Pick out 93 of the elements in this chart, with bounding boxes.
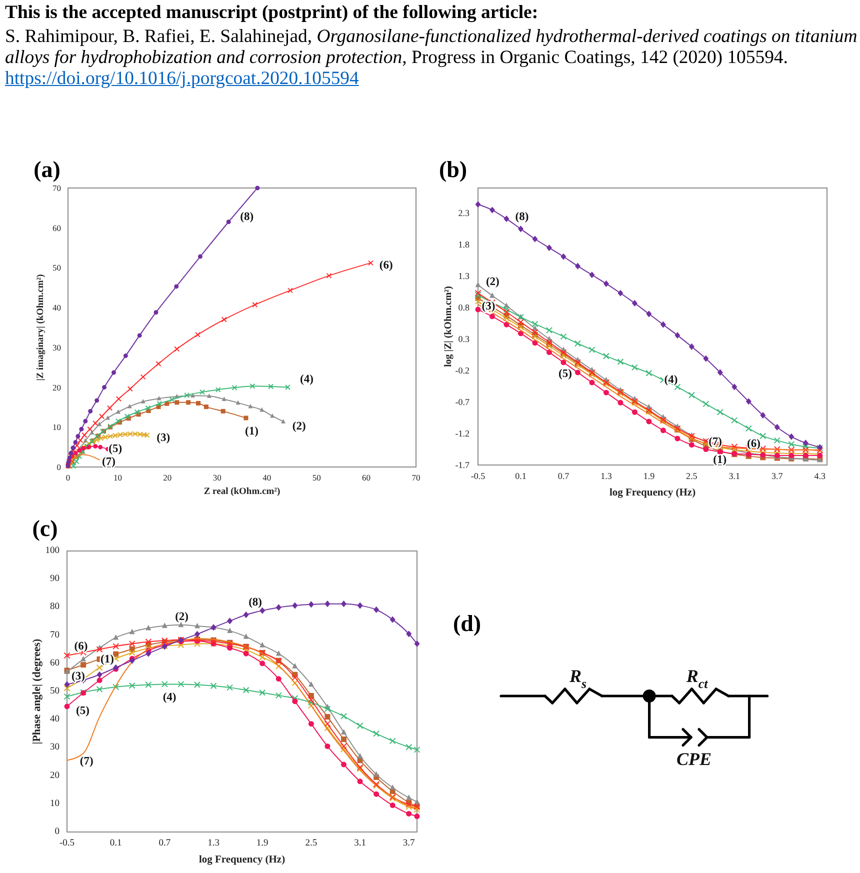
y-tick-label: 40 [52,302,61,313]
x-tick-label: 1.3 [600,471,612,481]
y-tick-label: 20 [50,770,60,781]
series-label: (8) [240,211,254,224]
x-tick-label: 2.5 [686,471,698,481]
text: R$_{s}$ [568,666,587,691]
x-tick-label: 1.9 [256,838,269,848]
y-tick-label: 2.3 [458,208,470,218]
series-label: (4) [664,374,678,386]
text: This is the accepted manuscript (postprint) of the following article: [5,2,538,23]
x-tick-label: 0.7 [558,471,570,481]
y-tick-label: 30 [50,742,60,753]
y-tick-label: 10 [50,798,60,809]
series-label: (6) [747,438,761,450]
series-label: (2) [292,420,306,432]
y-tick-label: 60 [52,222,61,233]
text: , Progress in Organic Coatings, 142 (2020) 105594. [402,47,788,68]
x-tick-label: 0 [66,472,70,482]
y-tick-label: -0.2 [455,366,470,376]
series-label: (5) [76,704,90,717]
x-tick-label: 3.1 [728,471,740,481]
series-label: (2) [486,276,500,288]
text: R$_{ct}$ [685,666,708,691]
series-label: (5) [108,442,122,455]
x-tick-label: 2.5 [305,838,318,848]
x-tick-label: 1.3 [208,838,220,848]
text: https://doi.org/10.1016/j.porgcoat.2020.105594 [5,68,359,89]
y-tick-label: 50 [50,686,60,696]
x-tick-label: 3.7 [402,838,416,848]
series-label: (7) [80,755,94,768]
series-label: (4) [300,374,314,386]
x-tick-label: -0.5 [470,471,486,481]
x-tick-label: 30 [212,472,222,482]
series-label: (1) [245,425,259,438]
y-tick-label: 0 [54,827,60,837]
y-tick-label: 100 [45,546,60,556]
text: (d) [452,611,482,636]
series-label: (8) [248,596,262,609]
x-tick-label: 1.9 [643,471,656,481]
text: alloys for hydrophobization and corrosion protection [5,47,402,68]
y-tick-label: 30 [52,342,61,352]
y-tick-label: -1.7 [455,460,470,470]
series-label: (4) [162,691,176,704]
y-tick-label: -1.2 [455,428,470,439]
y-tick-label: 60 [50,658,60,668]
y-tick-label: 0.8 [458,302,470,313]
text: CPE [676,749,712,769]
series-label: (3) [156,432,170,444]
x-axis-title: log Frequency (Hz) [198,854,286,865]
y-tick-label: 80 [50,602,60,612]
chart-title: (c) [32,516,58,541]
x-axis-title: log Frequency (Hz) [609,486,696,498]
text: Organosilane-functionalized hydrothermal-derived coatings on titanium [316,26,858,47]
y-tick-label: 70 [52,183,61,193]
series-label: (8) [515,211,529,224]
y-tick-label: 50 [52,262,61,273]
y-tick-label: 0 [56,462,61,472]
x-tick-label: 50 [312,472,321,482]
x-tick-label: 20 [163,472,172,482]
series-label: (5) [558,368,572,380]
y-axis-title: |Z imaginary| (kOhm.cm²) [36,274,46,381]
y-axis-title: log |Z| (kOhm.cm²) [442,286,454,368]
x-tick-label: -0.5 [59,838,75,848]
y-tick-label: 0.3 [458,334,470,344]
x-tick-label: 3.1 [354,838,366,848]
y-tick-label: 1.8 [458,240,470,250]
text: S. Rahimipour, B. Rafiei, E. Salahinejad, [5,26,312,47]
x-tick-label: 0.7 [158,838,171,848]
series-label: (7) [102,456,116,468]
x-tick-label: 0.1 [110,838,122,848]
y-tick-label: 1.3 [458,271,470,282]
x-tick-label: 3.7 [772,471,784,481]
x-tick-label: 70 [412,472,420,482]
x-tick-label: 40 [262,472,272,482]
chart-title: (b) [438,157,468,182]
x-tick-label: 0.1 [515,471,526,481]
series-label: (1) [713,454,727,466]
x-axis-title: Z real (kOhm.cm²) [204,487,280,497]
x-tick-label: 10 [113,472,122,482]
y-tick-label: 70 [50,630,60,640]
series-label: (2) [175,610,189,623]
x-tick-label: 4.3 [814,471,826,481]
y-tick-label: 20 [52,382,61,392]
y-tick-label: 90 [50,574,60,584]
y-axis-title: |Phase angle| (degrees) [31,638,43,744]
series-label: (3) [71,670,86,683]
y-tick-label: -0.7 [455,397,470,408]
x-tick-label: 60 [362,472,371,482]
series-label: (6) [379,259,393,272]
y-tick-label: 10 [52,422,61,432]
series-label: (6) [74,640,88,653]
chart-title: (a) [34,157,60,182]
y-tick-label: 40 [50,714,60,725]
